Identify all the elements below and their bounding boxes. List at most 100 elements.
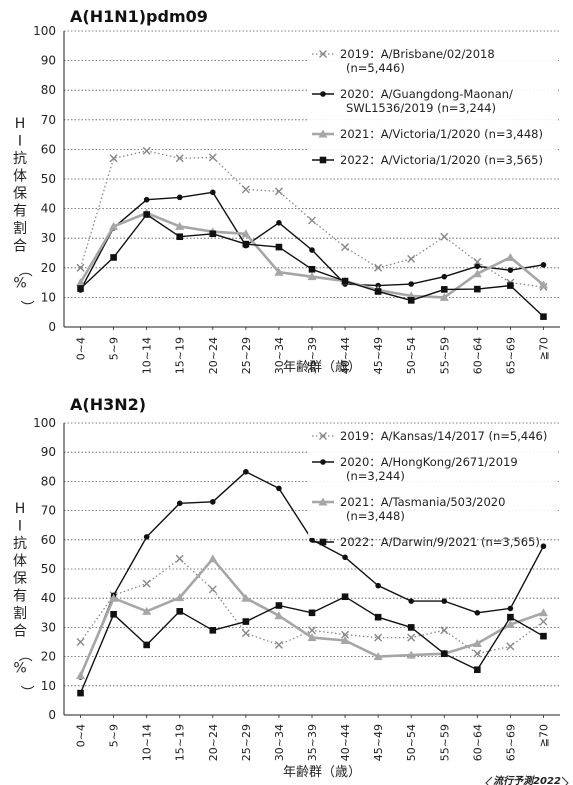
series-1 [76,146,548,292]
data-point [143,211,150,218]
legend-entry: (n=3,244) [346,469,405,483]
series-4 [77,211,547,320]
data-point [76,263,85,272]
data-point [176,233,184,241]
series-line [79,557,544,677]
y-tick-label: 80 [41,83,56,97]
data-point [77,689,84,697]
y-tick-label: 60 [41,142,56,156]
data-point [473,649,482,658]
x-tick-label: 55~59 [438,724,451,761]
legend-marker [319,156,327,164]
data-point [176,500,183,507]
legend: 2019：A/Brisbane/02/2018(n=5,446) 2020：A/G… [308,44,558,167]
legend-entry: (n=5,446) [346,61,405,75]
legend-marker [318,129,328,138]
data-point [341,630,350,639]
series-4 [77,593,547,697]
data-point [175,554,184,563]
data-point [408,598,415,604]
y-tick-label: 20 [41,261,56,275]
data-point [307,633,317,642]
credit-badge: 流行予測2022 [485,775,569,785]
data-point [407,297,415,304]
data-point [175,593,185,602]
data-point [407,254,416,263]
data-point [440,650,448,657]
legend-background [308,426,558,538]
data-point [474,610,481,616]
chart-panel-2: A(H3N2) 0 10 20 30 40 50 60 70 80 90 100 0~4 5~9 10~14… [13,395,560,780]
y-tick-label: 30 [41,231,56,245]
legend-entry: 2022：A/Victoria/1/2020 (n=3,565) [340,153,543,167]
y-tick-label: 0 [48,320,56,334]
series-line [79,211,545,299]
x-tick-label: 45~49 [372,337,385,374]
x-tick-label: 55~59 [438,337,451,374]
x-tick-label: 5~9 [108,724,121,747]
x-tick-label: 20~24 [207,724,220,761]
y-tick-label: 10 [41,290,56,304]
data-point [440,286,448,293]
x-tick-label: 25~29 [240,724,253,761]
y-axis-label-char: （ [16,263,32,277]
x-axis-label: 年齢群（歳） [283,765,361,780]
data-point [176,608,184,615]
data-point [505,619,515,628]
legend-entry: SWL1536/2019 (n=3,244) [346,101,496,115]
chart-title: A(H1N1)pdm09 [70,7,208,26]
x-tick-label: 50~54 [405,337,418,374]
legend-marker [319,538,327,546]
legend-marker [320,459,326,465]
y-axis-label-char: 保 [13,186,27,202]
data-point [76,671,86,680]
data-point [540,543,547,550]
y-axis-label-char: ） [18,685,34,699]
legend-entry: 2021：A/Tasmania/503/2020 [340,495,505,509]
y-tick-label: 20 [41,650,56,664]
data-point [440,232,449,241]
y-tick-label: 50 [41,562,56,576]
y-axis-label-char: I [18,134,22,150]
y-tick-label: 100 [33,24,56,38]
legend-entry: 2020：A/Guangdong-Maonan/ [340,87,513,101]
y-axis-label-char: ） [18,300,34,314]
data-point [309,537,315,543]
x-tick-label: 40~44 [339,724,352,761]
y-tick-label: 30 [41,620,56,634]
data-point [274,267,284,276]
data-point [242,618,250,625]
y-tick-label: 70 [41,113,56,127]
x-tick-label: 65~69 [504,724,517,761]
data-point [241,185,250,194]
data-point [474,263,481,270]
data-point [208,153,217,162]
y-axis-label-char: 割 [13,220,27,237]
data-point [308,626,316,635]
x-tick-label: 25~29 [240,337,253,374]
legend: 2019：A/Kansas/14/2017 (n=5,446) 2020：A/Ho… [308,426,558,549]
data-point [210,499,216,505]
data-point [374,288,382,295]
data-point [341,277,349,285]
x-tick-label: 15~19 [174,337,187,374]
y-axis-label-char: H [15,116,26,132]
data-point [474,666,481,674]
data-point [507,613,514,621]
data-point [341,593,349,601]
data-point [275,602,283,609]
y-tick-label: 50 [41,172,56,186]
y-tick-label: 40 [41,591,56,605]
x-tick-label: 15~19 [174,724,187,761]
data-point [275,243,283,251]
x-tick-label: 10~14 [141,724,154,761]
data-point [439,292,449,301]
chart-panel-1: A(H1N1)pdm09 0 10 20 30 40 50 60 70 80 90 100 0~4 5~9… [13,7,560,375]
data-point [209,230,217,238]
data-point [110,610,117,618]
data-point [441,273,448,280]
data-point [76,638,85,646]
